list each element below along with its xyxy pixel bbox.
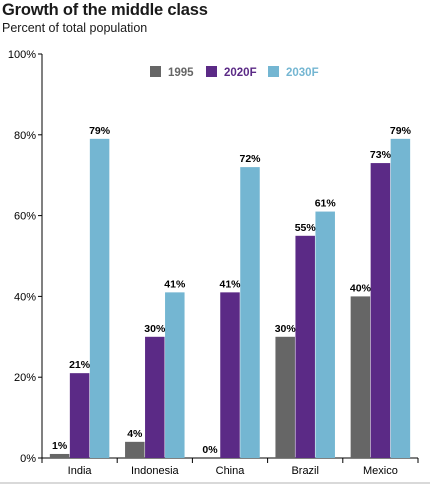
y-tick-label: 60% — [14, 211, 36, 223]
bar-value-label: 30% — [275, 323, 297, 335]
bar-value-label: 79% — [89, 125, 111, 137]
y-tick-label: 40% — [14, 291, 36, 303]
bar — [69, 373, 90, 458]
legend-label: 2020F — [224, 67, 257, 79]
bar — [49, 453, 70, 458]
bar-value-label: 4% — [127, 428, 143, 440]
x-tick-label: Mexico — [363, 465, 398, 477]
bar — [370, 163, 391, 458]
bar — [89, 138, 110, 458]
bar — [295, 235, 315, 458]
y-tick-label: 80% — [14, 130, 36, 142]
y-tick-label: 0% — [20, 453, 36, 465]
bar — [125, 441, 145, 458]
legend-swatch — [268, 66, 279, 77]
x-tick-label: Indonesia — [131, 465, 180, 477]
chart-data-labels: 1% 21% 79% 4% 30% 41% 0% 41% 72% 30% 55% 61% 40% 73% 7… — [52, 125, 412, 456]
legend-swatch — [206, 66, 217, 77]
chart-legend: 1995 2020F 2030F — [150, 66, 319, 79]
bar-value-label: 79% — [390, 125, 412, 137]
bar-value-label: 40% — [350, 282, 372, 294]
bar-value-label: 41% — [164, 278, 186, 290]
bar — [350, 296, 371, 458]
x-tick-label: India — [68, 465, 93, 477]
bar-value-label: 21% — [69, 359, 91, 371]
y-tick-label: 20% — [14, 372, 36, 384]
bar — [390, 138, 411, 458]
y-tick-label: 100% — [8, 49, 36, 61]
bar — [165, 292, 185, 458]
bar — [145, 336, 165, 458]
bar — [275, 336, 295, 458]
bar-value-label: 61% — [315, 198, 337, 210]
bar — [240, 167, 260, 458]
chart-title: Growth of the middle class — [2, 1, 208, 19]
legend-label: 2030F — [286, 67, 319, 79]
bar-value-label: 72% — [239, 153, 261, 165]
legend-label: 1995 — [168, 67, 194, 79]
bar-value-label: 73% — [370, 149, 392, 161]
bar-value-label: 30% — [144, 323, 166, 335]
chart-subtitle: Percent of total population — [2, 21, 148, 35]
legend-swatch — [150, 66, 161, 77]
bar-value-label: 1% — [52, 440, 68, 452]
bar — [220, 292, 240, 458]
bar-value-label: 41% — [219, 278, 241, 290]
bar-value-label: 0% — [202, 444, 218, 456]
x-tick-label: China — [216, 465, 246, 477]
bottom-border — [0, 482, 430, 484]
bar — [315, 211, 335, 458]
x-tick-label: Brazil — [291, 465, 319, 477]
chart-bars — [49, 138, 411, 458]
bar-value-label: 55% — [295, 222, 317, 234]
